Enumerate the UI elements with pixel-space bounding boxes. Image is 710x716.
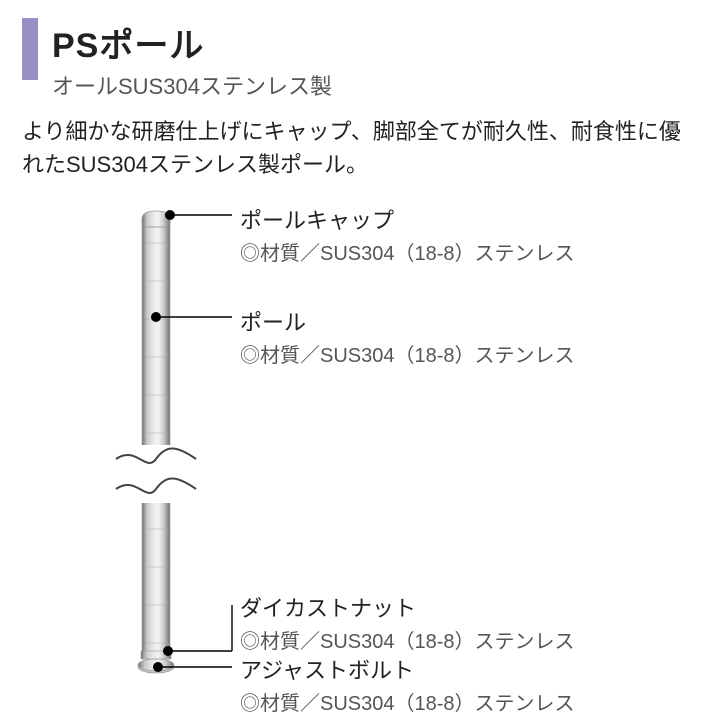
description-text: より細かな研磨仕上げにキャップ、脚部全てが耐久性、耐食性に優れたSUS304ステ… [0, 101, 710, 181]
callout-material-cap: ◎材質／SUS304（18-8）ステンレス [240, 237, 575, 266]
callout-nut: ダイカストナット◎材質／SUS304（18-8）ステンレス [240, 591, 575, 654]
page-title: PSポール [52, 18, 332, 67]
callout-material-pole: ◎材質／SUS304（18-8）ステンレス [240, 339, 575, 368]
callout-pole: ポール◎材質／SUS304（18-8）ステンレス [240, 305, 575, 368]
header: PSポール オールSUS304ステンレス製 [0, 0, 710, 101]
callout-cap: ポールキャップ◎材質／SUS304（18-8）ステンレス [240, 203, 575, 266]
page-subtitle: オールSUS304ステンレス製 [52, 69, 332, 101]
callout-material-nut: ◎材質／SUS304（18-8）ステンレス [240, 625, 575, 654]
callout-title-nut: ダイカストナット [240, 591, 575, 623]
callout-bolt: アジャストボルト◎材質／SUS304（18-8）ステンレス [240, 653, 575, 716]
title-block: PSポール オールSUS304ステンレス製 [52, 18, 332, 101]
callout-title-cap: ポールキャップ [240, 203, 575, 235]
diagram-area: ポールキャップ◎材質／SUS304（18-8）ステンレスポール◎材質／SUS30… [0, 199, 710, 709]
callout-title-pole: ポール [240, 305, 575, 337]
callout-material-bolt: ◎材質／SUS304（18-8）ステンレス [240, 687, 575, 716]
accent-bar [22, 18, 38, 80]
callout-title-bolt: アジャストボルト [240, 653, 575, 685]
